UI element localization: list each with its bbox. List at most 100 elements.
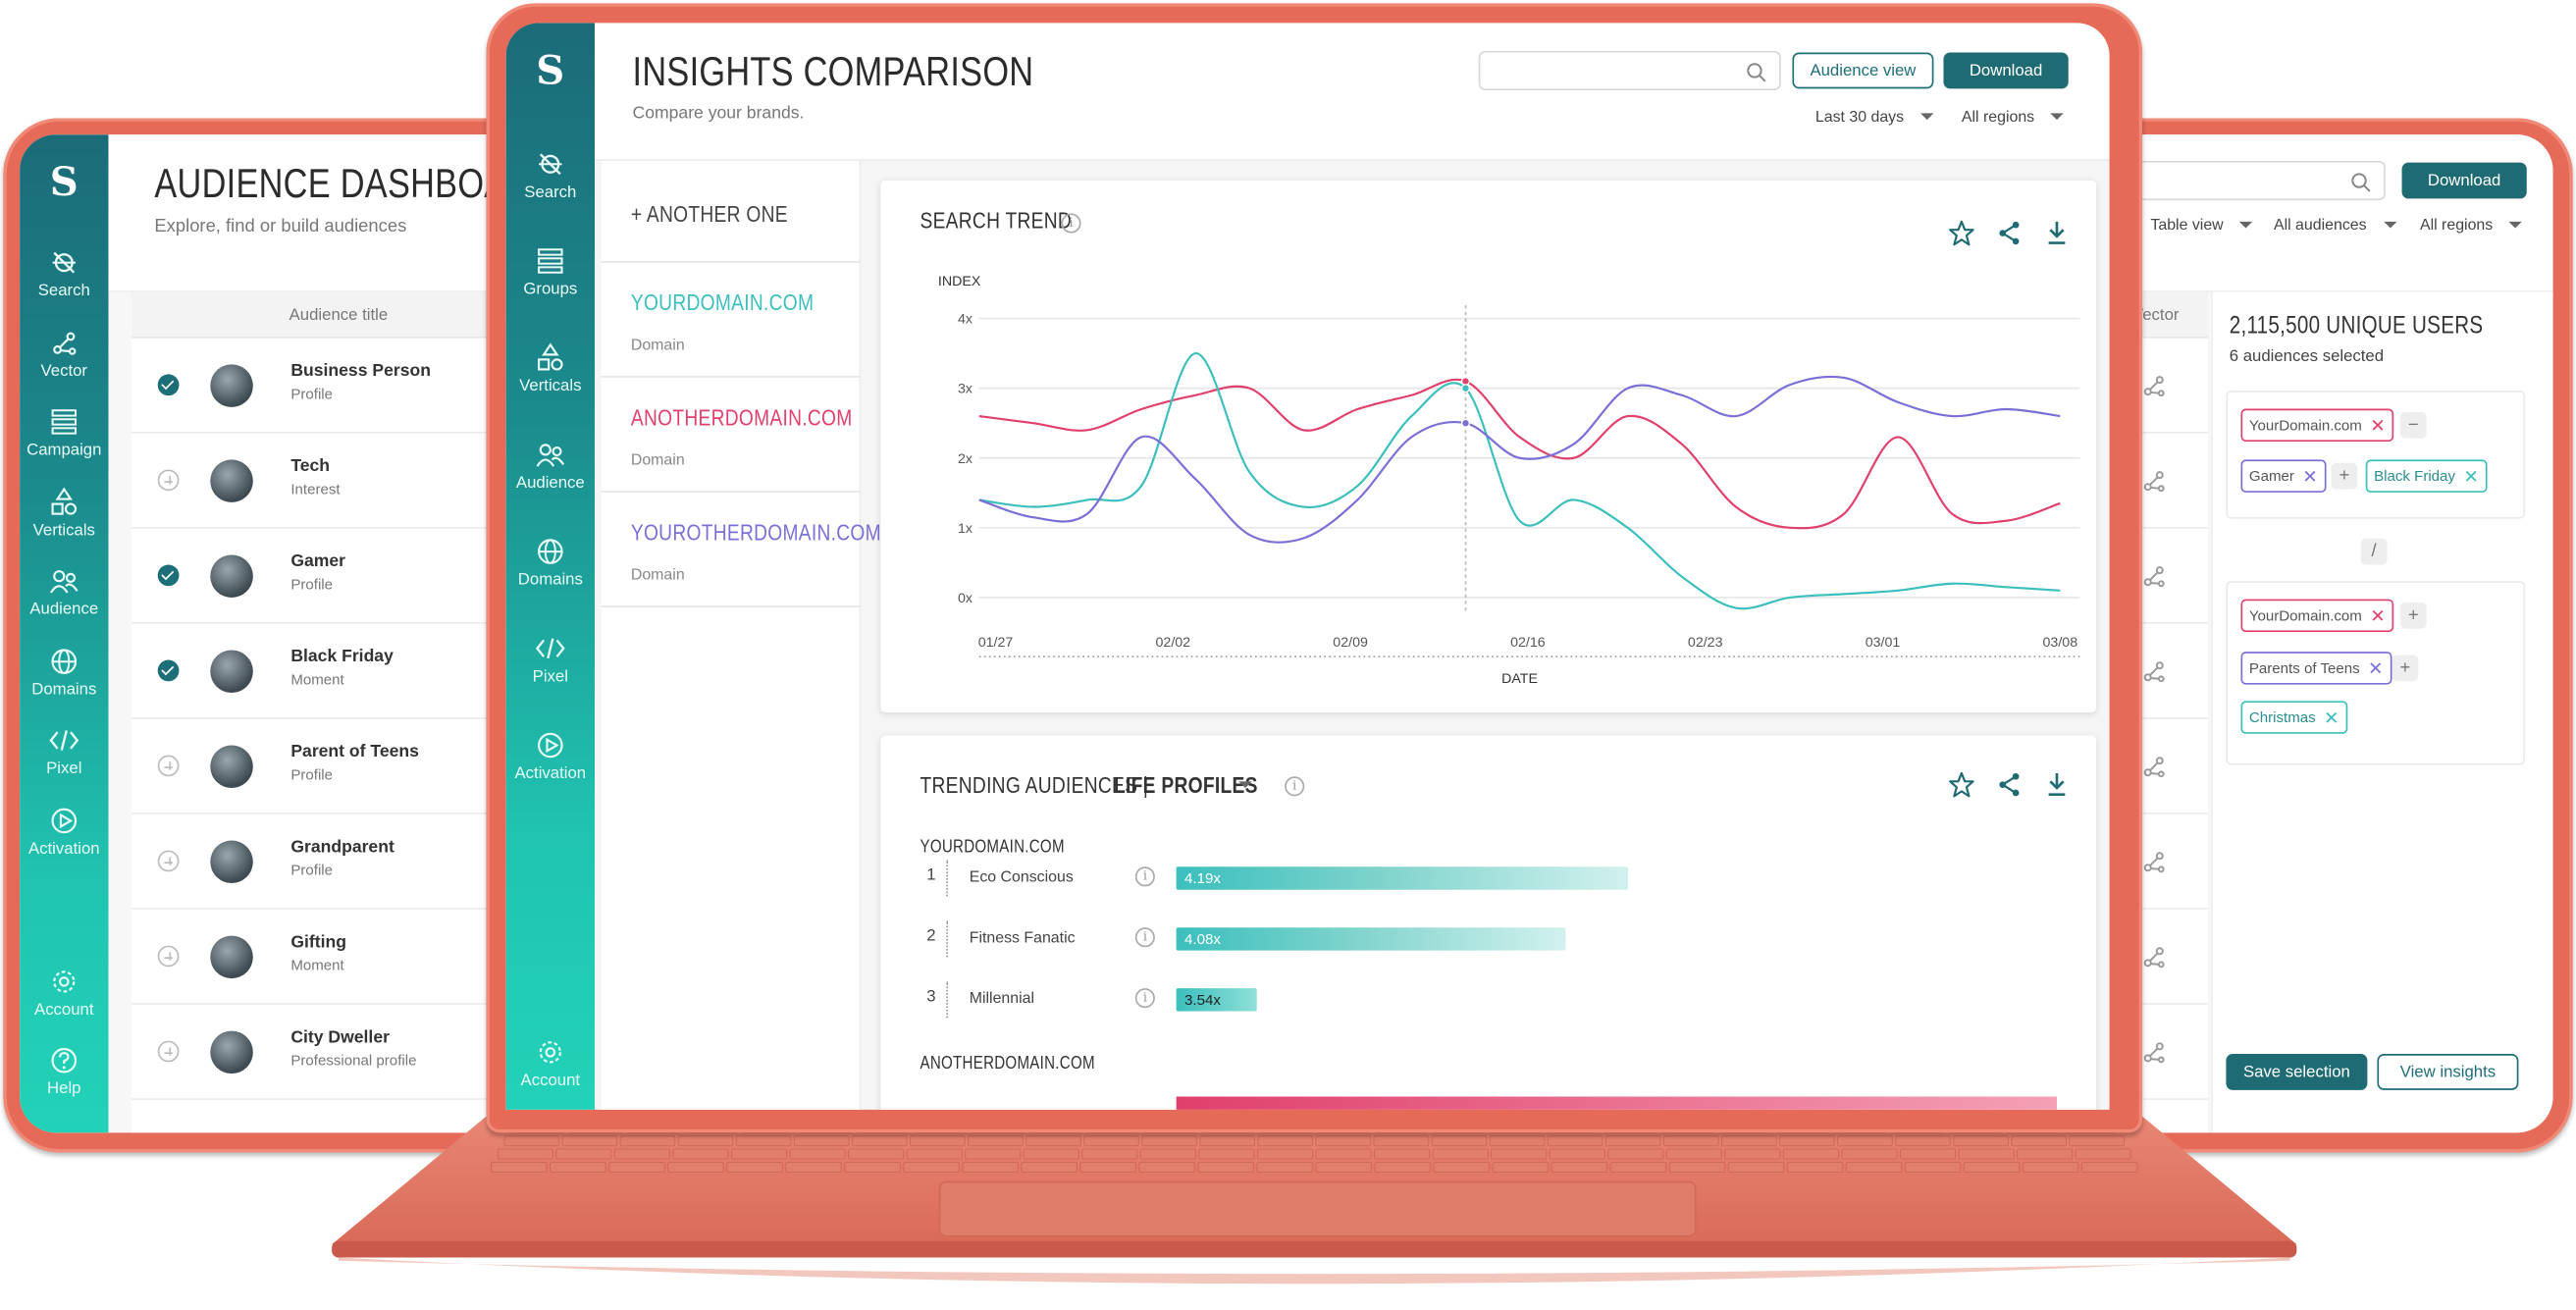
audiences-dropdown[interactable]: All audiences	[2274, 217, 2396, 235]
column-header-vector[interactable]: Vector	[2131, 306, 2180, 326]
group-divider[interactable]: /	[2360, 538, 2388, 565]
audience-view-button[interactable]: Audience view	[1792, 52, 1934, 89]
close-icon[interactable]: ✕	[2302, 466, 2318, 488]
add-icon[interactable]	[157, 1040, 180, 1063]
download-icon[interactable]	[2047, 220, 2067, 246]
info-icon[interactable]: i	[1134, 927, 1155, 948]
table-row[interactable]: Tech Interest	[131, 434, 513, 529]
close-icon[interactable]: ✕	[2463, 466, 2479, 488]
star-icon[interactable]	[1948, 771, 1974, 798]
vector-icon[interactable]	[2139, 561, 2169, 591]
nav-campaign[interactable]: Campaign	[20, 405, 108, 459]
close-icon[interactable]: ✕	[2324, 707, 2339, 728]
table-row[interactable]: Business Person Profile	[131, 339, 513, 434]
nav-audience[interactable]: Audience	[506, 439, 595, 493]
nav-activation[interactable]: Activation	[506, 729, 595, 783]
info-icon[interactable]: i	[1285, 776, 1305, 797]
info-icon[interactable]: i	[1134, 866, 1155, 887]
vector-icon[interactable]	[2139, 656, 2169, 686]
nav-domains[interactable]: Domains	[20, 645, 108, 699]
add-icon[interactable]	[157, 945, 180, 968]
nav-domains[interactable]: Domains	[506, 535, 595, 590]
view-insights-button[interactable]: View insights	[2377, 1054, 2519, 1090]
add-domain-button[interactable]: + ANOTHER ONE	[601, 161, 860, 263]
nav-search[interactable]: Search	[506, 148, 595, 202]
share-icon[interactable]	[1998, 220, 2021, 246]
vector-icon[interactable]	[2139, 942, 2169, 971]
nav-search[interactable]: Search	[20, 246, 108, 300]
app-logo[interactable]: S	[49, 157, 79, 206]
audience-name: Millennial	[969, 989, 1035, 1009]
audience-tag[interactable]: YourDomain.com ✕	[2240, 408, 2394, 443]
download-button[interactable]: Download	[2401, 162, 2527, 199]
profile-type-dropdown[interactable]: LIFE PROFILES	[1114, 771, 1258, 799]
audience-tag[interactable]: YourDomain.com ✕	[2240, 599, 2394, 633]
nav-help[interactable]: Help	[20, 1044, 108, 1098]
verticals-icon	[538, 342, 563, 371]
checked-icon[interactable]	[157, 659, 180, 682]
audience-bar-row[interactable]: 2 Fitness Fanatic i 4.08x	[880, 920, 2096, 970]
domain-item[interactable]: YOURDOMAIN.COM Domain	[601, 263, 860, 378]
domain-item[interactable]: YOUROTHERDOMAIN.COM Domain	[601, 493, 881, 607]
audience-tag[interactable]: Gamer ✕	[2240, 459, 2327, 493]
search-input[interactable]	[1478, 50, 1781, 91]
nav-pixel[interactable]: Pixel	[20, 724, 108, 778]
plus-button[interactable]: +	[2392, 655, 2419, 682]
app-logo[interactable]: S	[536, 45, 565, 94]
download-icon[interactable]	[2047, 771, 2067, 798]
info-icon[interactable]: i	[1061, 213, 1081, 234]
nav-verticals[interactable]: Verticals	[20, 485, 108, 540]
vector-icon[interactable]	[2139, 1037, 2169, 1067]
table-row[interactable]: Gamer Profile	[131, 529, 513, 624]
nav-activation[interactable]: Activation	[20, 804, 108, 858]
vector-icon[interactable]	[2139, 752, 2169, 781]
add-icon[interactable]	[157, 850, 180, 872]
download-button[interactable]: Download	[1943, 52, 2069, 89]
star-icon[interactable]	[1948, 220, 1974, 246]
nav-groups[interactable]: Groups	[506, 244, 595, 298]
audience-bar-row[interactable]: 3 Millennial i 3.54x	[880, 981, 2096, 1030]
minus-button[interactable]: −	[2399, 411, 2427, 439]
info-icon[interactable]: i	[1134, 988, 1155, 1009]
view-dropdown[interactable]: Table view	[2150, 217, 2253, 235]
audience-tag[interactable]: Black Friday ✕	[2365, 459, 2488, 493]
plus-button[interactable]: +	[2331, 462, 2358, 490]
domain-name: YOURDOMAIN.COM	[630, 288, 815, 316]
table-row[interactable]: Parent of Teens Profile	[131, 719, 513, 814]
close-icon[interactable]: ✕	[2370, 416, 2386, 437]
date-range-dropdown[interactable]: Last 30 days	[1815, 108, 1934, 127]
checked-icon[interactable]	[157, 374, 180, 396]
audience-tag[interactable]: Parents of Teens ✕	[2240, 652, 2392, 685]
vector-icon[interactable]	[2139, 847, 2169, 876]
nav-account[interactable]: Account	[506, 1036, 595, 1090]
checked-icon[interactable]	[157, 564, 180, 587]
search-input[interactable]	[2122, 160, 2386, 201]
vector-icon[interactable]	[2139, 371, 2169, 400]
add-domain-label[interactable]: + ANOTHER ONE	[630, 200, 788, 227]
domain-item[interactable]: ANOTHERDOMAIN.COM Domain	[601, 378, 860, 493]
plus-button[interactable]: +	[2399, 602, 2427, 629]
nav-vector[interactable]: Vector	[20, 326, 108, 380]
column-header-audience-title[interactable]: Audience title	[289, 306, 389, 326]
table-row[interactable]: City Dweller Professional profile	[131, 1005, 513, 1100]
vector-icon[interactable]	[2139, 466, 2169, 496]
audience-tag[interactable]: Christmas ✕	[2240, 701, 2347, 734]
nav-label: Audience	[29, 601, 99, 619]
table-row[interactable]: Grandparent Profile	[131, 814, 513, 910]
nav-verticals[interactable]: Verticals	[506, 341, 595, 395]
table-row[interactable]: Gifting Moment	[131, 910, 513, 1005]
close-icon[interactable]: ✕	[2368, 658, 2384, 679]
audience-icon	[49, 570, 79, 594]
add-icon[interactable]	[157, 755, 180, 777]
add-icon[interactable]	[157, 469, 180, 492]
regions-dropdown[interactable]: All regions	[1962, 108, 2065, 127]
share-icon[interactable]	[1998, 771, 2021, 798]
nav-audience[interactable]: Audience	[20, 564, 108, 619]
regions-dropdown[interactable]: All regions	[2420, 217, 2523, 235]
save-selection-button[interactable]: Save selection	[2226, 1054, 2368, 1090]
close-icon[interactable]: ✕	[2370, 606, 2386, 627]
audience-bar-row[interactable]: 1 Eco Conscious i 4.19x	[880, 860, 2096, 910]
nav-pixel[interactable]: Pixel	[506, 632, 595, 686]
nav-account[interactable]: Account	[20, 966, 108, 1020]
table-row[interactable]: Black Friday Moment	[131, 624, 513, 719]
